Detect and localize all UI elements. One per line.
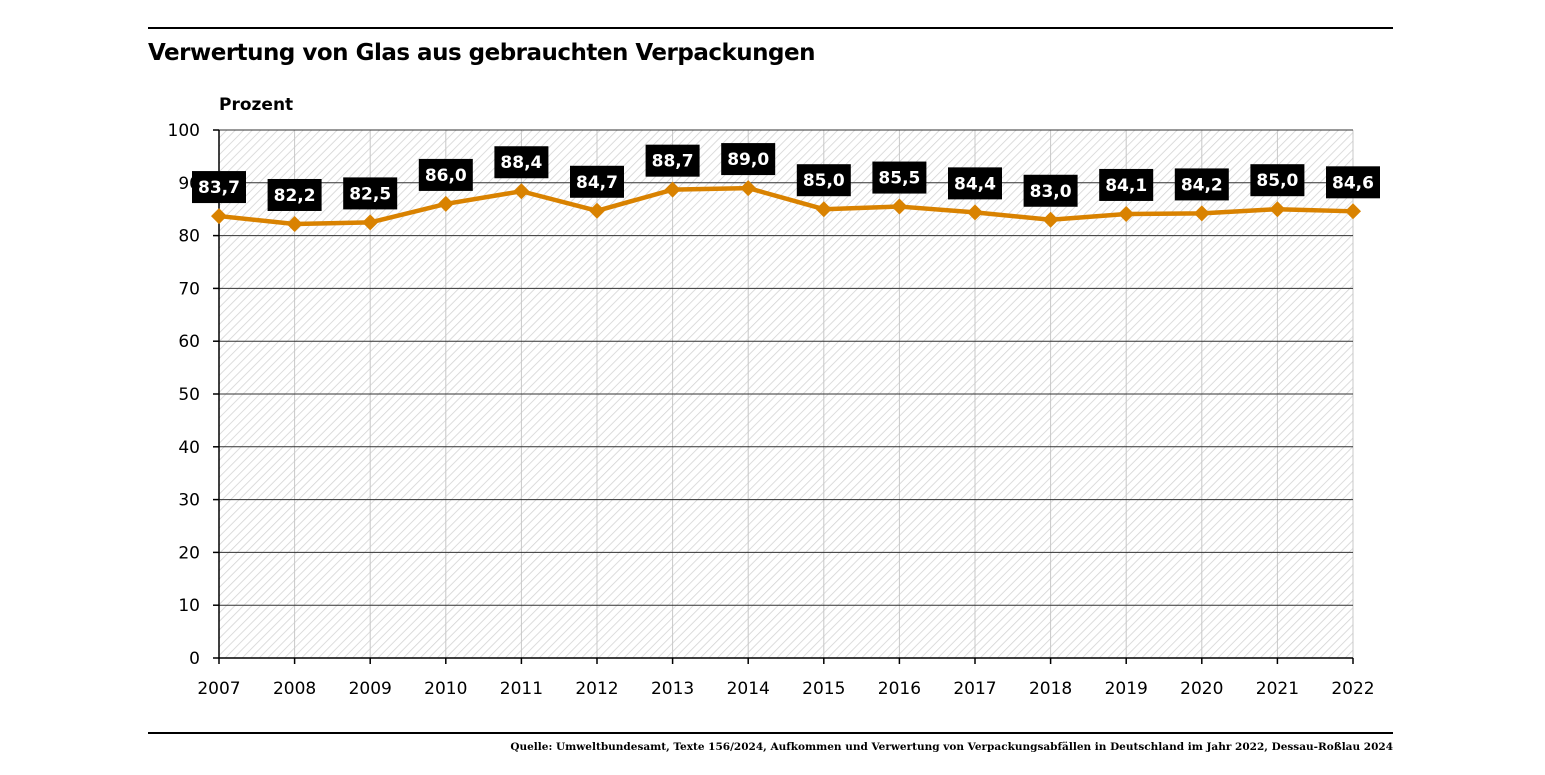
data-label: 88,4 bbox=[500, 153, 542, 173]
data-point-marker bbox=[286, 215, 303, 232]
data-label: 84,1 bbox=[1105, 176, 1147, 196]
x-tick-label: 2008 bbox=[273, 679, 316, 699]
y-tick-label: 20 bbox=[178, 543, 200, 563]
data-label-box bbox=[1099, 168, 1154, 201]
data-label-box bbox=[494, 146, 549, 179]
data-label-box bbox=[796, 164, 851, 197]
y-tick-label: 80 bbox=[178, 227, 200, 247]
x-tick-label: 2016 bbox=[878, 679, 921, 699]
bottom-rule bbox=[148, 732, 1393, 734]
data-label: 84,4 bbox=[954, 174, 996, 194]
y-tick-label: 0 bbox=[189, 649, 200, 669]
series-line bbox=[218, 185, 1354, 227]
data-label: 82,5 bbox=[349, 184, 391, 204]
data-label-box bbox=[418, 158, 473, 191]
chart-title: Verwertung von Glas aus gebrauchten Verp… bbox=[148, 40, 815, 66]
data-point-marker bbox=[664, 181, 681, 198]
data-point-marker bbox=[211, 208, 227, 225]
y-tick-label: 50 bbox=[178, 385, 200, 405]
x-tick-label: 2019 bbox=[1105, 679, 1148, 699]
data-point-marker bbox=[891, 198, 908, 215]
data-label: 85,0 bbox=[803, 171, 845, 191]
y-tick-label: 100 bbox=[168, 121, 200, 141]
source-note: Quelle: Umweltbundesamt, Texte 156/2024,… bbox=[510, 741, 1393, 753]
x-tick-label: 2020 bbox=[1180, 679, 1223, 699]
data-label: 86,0 bbox=[425, 166, 467, 186]
data-label: 83,0 bbox=[1030, 182, 1072, 202]
x-tick-label: 2021 bbox=[1256, 679, 1299, 699]
top-rule bbox=[148, 27, 1393, 29]
data-label: 85,5 bbox=[878, 169, 920, 189]
data-label: 84,7 bbox=[576, 173, 618, 193]
data-label: 85,0 bbox=[1256, 171, 1298, 191]
data-label: 83,7 bbox=[198, 178, 240, 198]
y-tick-label: 10 bbox=[178, 596, 200, 616]
data-label-box bbox=[645, 144, 700, 177]
data-label: 84,6 bbox=[1332, 173, 1374, 193]
data-label-box bbox=[1326, 166, 1380, 199]
x-tick-label: 2009 bbox=[349, 679, 392, 699]
data-point-marker bbox=[437, 195, 454, 212]
data-label-box bbox=[872, 161, 927, 194]
x-tick-label: 2013 bbox=[651, 679, 694, 699]
y-tick-label: 70 bbox=[178, 279, 200, 299]
y-tick-label: 40 bbox=[178, 438, 200, 458]
y-tick-label: 60 bbox=[178, 332, 200, 352]
y-tick-label: 30 bbox=[178, 491, 200, 511]
x-tick-label: 2011 bbox=[500, 679, 543, 699]
data-label-box bbox=[570, 165, 624, 198]
x-tick-label: 2014 bbox=[727, 679, 770, 699]
data-point-marker bbox=[815, 201, 832, 218]
data-point-marker bbox=[362, 214, 379, 231]
x-tick-label: 2012 bbox=[575, 679, 618, 699]
x-tick-label: 2007 bbox=[197, 679, 240, 699]
data-label: 88,7 bbox=[652, 152, 694, 172]
data-label-box bbox=[1250, 164, 1305, 197]
data-label: 89,0 bbox=[727, 150, 769, 170]
x-tick-label: 2022 bbox=[1331, 679, 1374, 699]
data-point-marker bbox=[589, 202, 605, 219]
x-tick-label: 2017 bbox=[953, 679, 996, 699]
x-tick-label: 2010 bbox=[424, 679, 467, 699]
data-label: 84,2 bbox=[1181, 175, 1223, 195]
y-axis-label: Prozent bbox=[219, 95, 293, 115]
data-point-marker bbox=[513, 183, 530, 200]
data-point-marker bbox=[1193, 205, 1210, 222]
data-point-marker bbox=[740, 180, 757, 197]
data-label-box bbox=[1174, 168, 1229, 201]
data-point-marker bbox=[1042, 211, 1059, 228]
data-point-marker bbox=[1269, 201, 1286, 218]
x-tick-label: 2018 bbox=[1029, 679, 1072, 699]
data-label: 82,2 bbox=[274, 186, 316, 206]
data-point-marker bbox=[967, 204, 983, 221]
data-point-marker bbox=[1345, 203, 1361, 220]
data-label-box bbox=[948, 167, 1002, 200]
data-label-box bbox=[267, 178, 322, 211]
data-label-box bbox=[192, 171, 246, 204]
data-point-marker bbox=[1118, 205, 1135, 222]
data-label-box bbox=[343, 177, 398, 210]
data-label-box bbox=[1023, 174, 1078, 207]
data-label-box bbox=[721, 143, 776, 176]
x-tick-label: 2015 bbox=[802, 679, 845, 699]
